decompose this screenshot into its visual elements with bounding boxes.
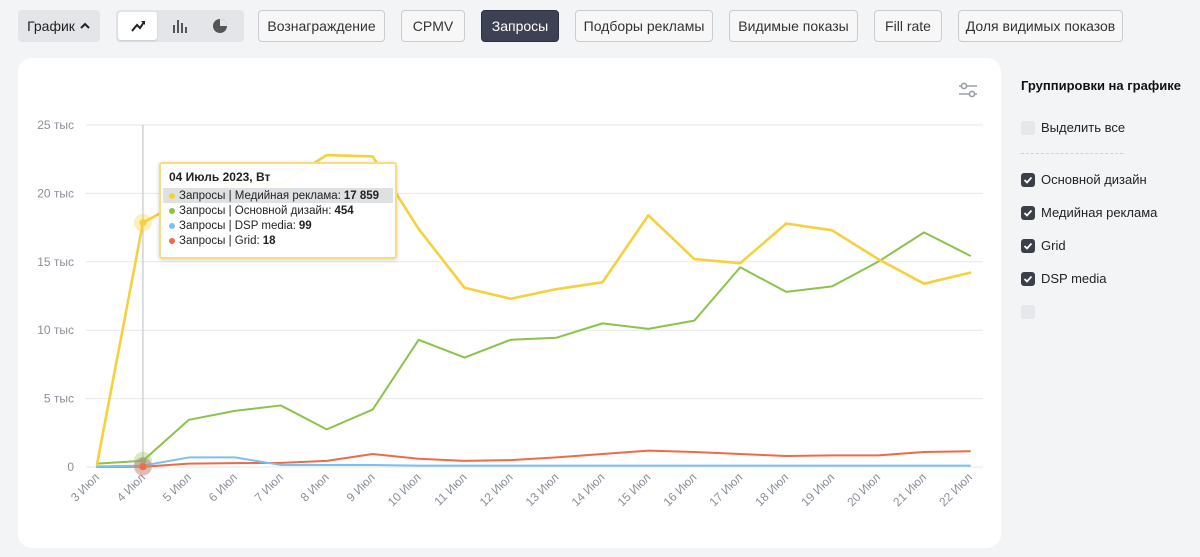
x-tick-label: 15 Июл: [615, 470, 654, 509]
pie-chart-button[interactable]: [201, 12, 240, 40]
y-tick-label: 10 тыс: [37, 323, 74, 337]
checkbox-checked-icon: [1021, 238, 1035, 253]
metric-button-reward[interactable]: Вознаграждение: [258, 10, 385, 42]
tooltip-row: Запросы | Grid: 18: [169, 233, 387, 248]
tooltip-row: Запросы | DSP media: 99: [169, 218, 387, 233]
metric-button-viewable-share[interactable]: Доля видимых показов: [958, 10, 1123, 42]
select-all-label: Выделить все: [1041, 120, 1126, 135]
tooltip-row-label: Запросы | Grid:: [179, 234, 260, 247]
x-tick-label: 6 Июл: [206, 470, 240, 504]
x-tick-label: 21 Июл: [890, 470, 929, 509]
x-tick-label: 11 Июл: [431, 470, 469, 508]
legend-item-main-design[interactable]: Основной дизайн: [1021, 163, 1191, 196]
checkbox-unchecked-icon: [1021, 304, 1035, 319]
metric-button-viewable-impressions[interactable]: Видимые показы: [729, 10, 858, 42]
series-dot: [169, 237, 175, 244]
tooltip-row-value: 454: [334, 204, 354, 217]
x-tick-label: 14 Июл: [569, 470, 608, 509]
legend-item-label: Медийная реклама: [1041, 205, 1158, 220]
metric-label: Подборы рекламы: [583, 18, 705, 34]
legend-item-label: Grid: [1041, 238, 1066, 253]
series-dot: [169, 207, 175, 214]
metric-label: Fill rate: [885, 18, 931, 34]
pie-chart-icon: [213, 19, 228, 33]
tooltip-row-value: 17 859: [343, 189, 380, 202]
y-tick-label: 20 тыс: [37, 186, 74, 200]
checkbox-checked-icon: [1021, 172, 1035, 187]
x-tick-label: 8 Июл: [298, 470, 332, 504]
series-dot: [169, 192, 175, 199]
metric-button-ad-matches[interactable]: Подборы рекламы: [575, 10, 713, 42]
x-tick-label: 9 Июл: [344, 470, 378, 504]
bar-chart-icon: [172, 20, 187, 33]
x-tick-label: 5 Июл: [160, 470, 194, 504]
y-tick-label: 5 тыс: [44, 392, 74, 406]
line-chart-icon: [130, 21, 145, 32]
line-chart-button[interactable]: [118, 12, 158, 40]
series-line: [96, 456, 971, 468]
x-tick-label: 16 Июл: [661, 470, 700, 509]
settings-sliders-icon[interactable]: [957, 80, 979, 100]
series-line: [96, 231, 971, 465]
tooltip-row-value: 18: [262, 234, 276, 247]
hover-point: [139, 463, 147, 471]
x-tick-label: 22 Июл: [936, 470, 975, 509]
legend-item-label: Основной дизайн: [1041, 172, 1147, 187]
legend-item-label: DSP media: [1041, 271, 1107, 286]
checkbox-unchecked-icon: [1021, 120, 1035, 135]
legend-item-grid[interactable]: Grid: [1021, 229, 1191, 262]
metric-label: Запросы: [491, 18, 549, 34]
x-tick-label: 17 Июл: [706, 470, 745, 509]
tooltip-date: 04 Июль 2023, Вт: [169, 170, 271, 184]
chart-legend-panel: Группировки на графике Выделить все Осно…: [1021, 78, 1191, 328]
chevron-up-icon: [80, 22, 90, 29]
checkbox-checked-icon: [1021, 205, 1035, 220]
bar-chart-button[interactable]: [159, 12, 198, 40]
chart-tooltip: 04 Июль 2023, Вт Запросы | Медийная рекл…: [159, 162, 397, 259]
hover-point: [139, 219, 147, 227]
x-tick-label: 20 Июл: [844, 470, 883, 509]
series-dot: [169, 222, 175, 229]
chart-type-switcher: [116, 10, 244, 42]
y-tick-label: 15 тыс: [37, 255, 74, 269]
select-all-checkbox[interactable]: Выделить все: [1021, 111, 1191, 144]
x-tick-label: 3 Июл: [68, 470, 102, 504]
legend-divider: [1021, 153, 1123, 154]
metric-button-requests[interactable]: Запросы: [481, 10, 559, 42]
tooltip-row-label: Запросы | DSP media:: [179, 219, 296, 232]
legend-item-empty[interactable]: [1021, 295, 1191, 328]
series-line: [96, 449, 971, 468]
hover-point: [139, 457, 147, 465]
metric-label: Видимые показы: [738, 18, 849, 34]
tooltip-row-label: Запросы | Основной дизайн:: [179, 204, 332, 217]
graph-toggle-button[interactable]: График: [18, 10, 100, 42]
metric-label: CPMV: [412, 18, 454, 34]
tooltip-row: Запросы | Основной дизайн: 454: [169, 203, 387, 218]
y-tick-label: 25 тыс: [37, 118, 74, 132]
x-tick-label: 7 Июл: [252, 470, 286, 504]
y-tick-label: 0: [67, 460, 74, 474]
metric-label: Вознаграждение: [267, 18, 376, 34]
x-tick-label: 10 Июл: [385, 470, 424, 509]
legend-item-dsp-media[interactable]: DSP media: [1021, 262, 1191, 295]
tooltip-row-label: Запросы | Медийная реклама:: [179, 189, 341, 202]
toolbar: График Вознаграждение CP: [0, 0, 1200, 52]
metric-button-cpmv[interactable]: CPMV: [401, 10, 465, 42]
x-tick-label: 19 Июл: [798, 470, 837, 509]
x-tick-label: 12 Июл: [477, 470, 516, 509]
metric-button-fill-rate[interactable]: Fill rate: [874, 10, 942, 42]
legend-item-display-ads[interactable]: Медийная реклама: [1021, 196, 1191, 229]
x-tick-label: 13 Июл: [523, 470, 562, 509]
legend-title: Группировки на графике: [1021, 78, 1181, 93]
tooltip-row-value: 99: [298, 219, 312, 232]
metric-label: Доля видимых показов: [965, 18, 1116, 34]
checkbox-checked-icon: [1021, 271, 1035, 286]
graph-toggle-label: График: [27, 18, 75, 34]
tooltip-row: Запросы | Медийная реклама: 17 859: [163, 188, 393, 203]
x-tick-label: 18 Июл: [752, 470, 791, 509]
